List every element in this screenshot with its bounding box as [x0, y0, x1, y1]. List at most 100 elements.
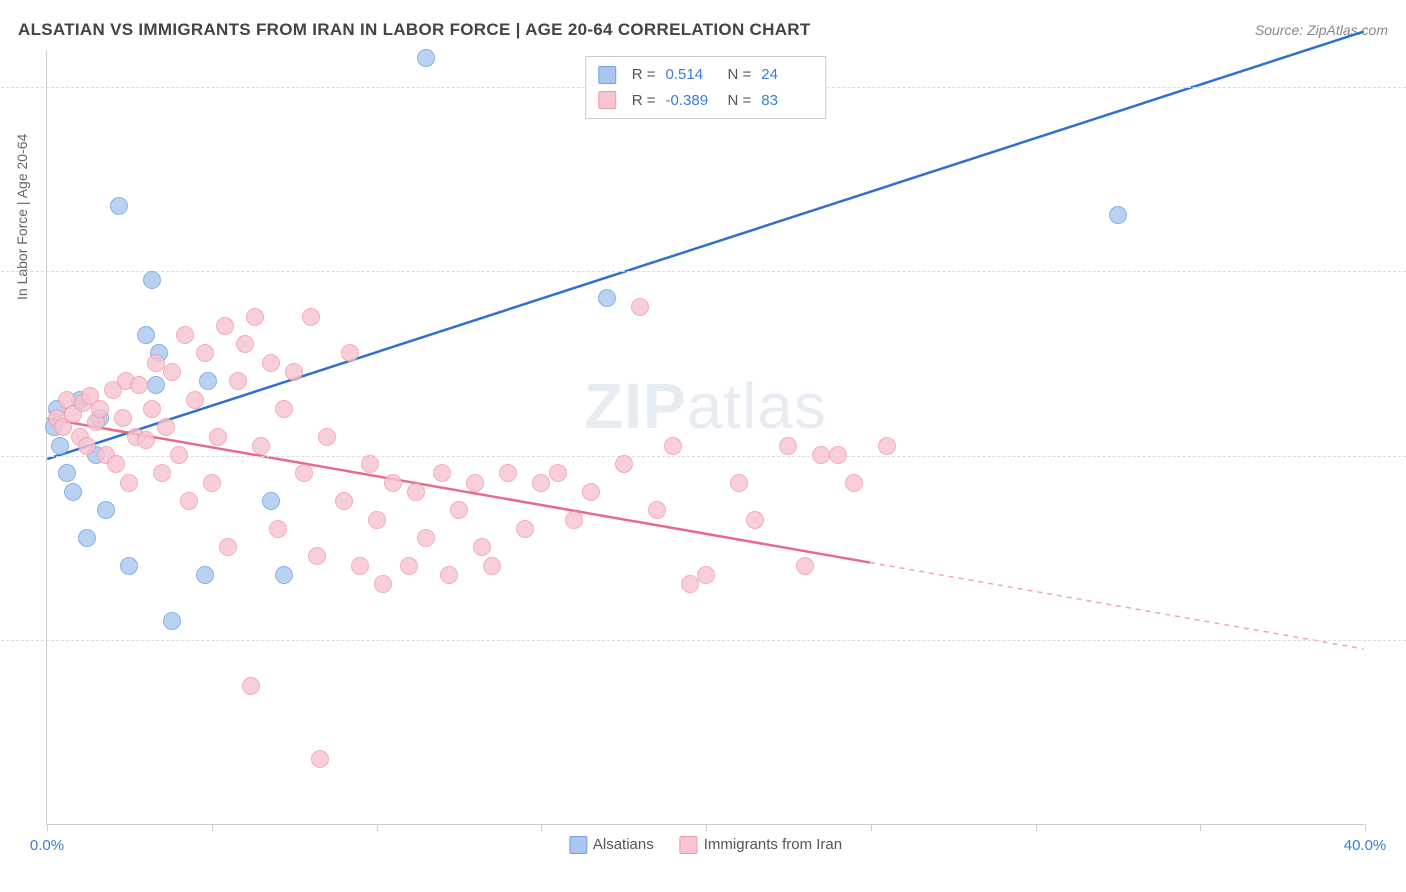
data-point-iran — [176, 326, 194, 344]
data-point-alsatians — [78, 529, 96, 547]
data-point-iran — [384, 474, 402, 492]
stats-row-iran: R = -0.389 N = 83 — [598, 88, 814, 114]
data-point-iran — [302, 308, 320, 326]
data-point-iran — [120, 474, 138, 492]
data-point-iran — [615, 455, 633, 473]
data-point-iran — [417, 529, 435, 547]
data-point-alsatians — [120, 557, 138, 575]
data-point-iran — [196, 344, 214, 362]
x-tick — [541, 824, 542, 831]
data-point-alsatians — [147, 376, 165, 394]
swatch-iran-icon — [680, 836, 698, 854]
stats-n-label: N = — [728, 88, 752, 114]
data-point-iran — [361, 455, 379, 473]
data-point-iran — [163, 363, 181, 381]
plot-region: ZIPatlas 70.0%80.0%90.0%100.0%0.0%40.0% — [47, 50, 1364, 824]
trendline-iran — [47, 419, 870, 563]
data-point-iran — [730, 474, 748, 492]
x-tick — [377, 824, 378, 831]
data-point-iran — [186, 391, 204, 409]
data-point-iran — [582, 483, 600, 501]
swatch-iran — [598, 91, 616, 109]
data-point-iran — [114, 409, 132, 427]
data-point-iran — [91, 400, 109, 418]
data-point-alsatians — [417, 49, 435, 67]
data-point-iran — [107, 455, 125, 473]
data-point-iran — [318, 428, 336, 446]
data-point-iran — [483, 557, 501, 575]
stats-r-iran: -0.389 — [666, 88, 718, 114]
data-point-iran — [532, 474, 550, 492]
gridline — [1, 456, 1406, 457]
stats-r-label: R = — [632, 62, 656, 88]
data-point-iran — [143, 400, 161, 418]
data-point-iran — [631, 298, 649, 316]
data-point-iran — [779, 437, 797, 455]
data-point-iran — [335, 492, 353, 510]
data-point-iran — [341, 344, 359, 362]
data-point-iran — [236, 335, 254, 353]
legend-label-alsatians: Alsatians — [593, 836, 654, 853]
data-point-iran — [170, 446, 188, 464]
data-point-iran — [516, 520, 534, 538]
data-point-iran — [351, 557, 369, 575]
x-tick — [47, 824, 48, 831]
data-point-alsatians — [143, 271, 161, 289]
data-point-alsatians — [196, 566, 214, 584]
data-point-iran — [295, 464, 313, 482]
data-point-iran — [368, 511, 386, 529]
data-point-iran — [78, 437, 96, 455]
data-point-iran — [219, 538, 237, 556]
data-point-iran — [308, 547, 326, 565]
legend-item-alsatians: Alsatians — [569, 836, 654, 854]
data-point-iran — [681, 575, 699, 593]
data-point-iran — [549, 464, 567, 482]
trendline-dashed-iran — [870, 563, 1364, 649]
data-point-iran — [796, 557, 814, 575]
data-point-iran — [440, 566, 458, 584]
data-point-iran — [311, 750, 329, 768]
x-tick — [1036, 824, 1037, 831]
data-point-alsatians — [598, 289, 616, 307]
data-point-alsatians — [58, 464, 76, 482]
data-point-iran — [466, 474, 484, 492]
data-point-iran — [275, 400, 293, 418]
data-point-iran — [137, 431, 155, 449]
data-point-iran — [473, 538, 491, 556]
legend-label-iran: Immigrants from Iran — [704, 836, 842, 853]
data-point-alsatians — [262, 492, 280, 510]
data-point-iran — [648, 501, 666, 519]
data-point-iran — [209, 428, 227, 446]
x-tick — [706, 824, 707, 831]
data-point-iran — [499, 464, 517, 482]
data-point-iran — [229, 372, 247, 390]
swatch-alsatians — [598, 66, 616, 84]
data-point-iran — [878, 437, 896, 455]
data-point-iran — [829, 446, 847, 464]
data-point-iran — [285, 363, 303, 381]
data-point-iran — [269, 520, 287, 538]
data-point-alsatians — [137, 326, 155, 344]
trend-lines-layer — [47, 50, 1364, 824]
gridline — [1, 640, 1406, 641]
source-label: Source: ZipAtlas.com — [1255, 22, 1388, 38]
legend-item-iran: Immigrants from Iran — [680, 836, 842, 854]
data-point-alsatians — [199, 372, 217, 390]
data-point-iran — [203, 474, 221, 492]
data-point-iran — [216, 317, 234, 335]
chart-title: ALSATIAN VS IMMIGRANTS FROM IRAN IN LABO… — [18, 20, 811, 40]
data-point-iran — [565, 511, 583, 529]
data-point-iran — [130, 376, 148, 394]
x-tick-label: 0.0% — [30, 837, 64, 854]
data-point-iran — [246, 308, 264, 326]
data-point-iran — [697, 566, 715, 584]
y-axis-label: In Labor Force | Age 20-64 — [14, 134, 30, 300]
data-point-iran — [845, 474, 863, 492]
stats-row-alsatians: R = 0.514 N = 24 — [598, 62, 814, 88]
data-point-iran — [180, 492, 198, 510]
stats-r-label: R = — [632, 88, 656, 114]
x-tick — [1365, 824, 1366, 831]
data-point-iran — [374, 575, 392, 593]
data-point-iran — [433, 464, 451, 482]
data-point-alsatians — [275, 566, 293, 584]
